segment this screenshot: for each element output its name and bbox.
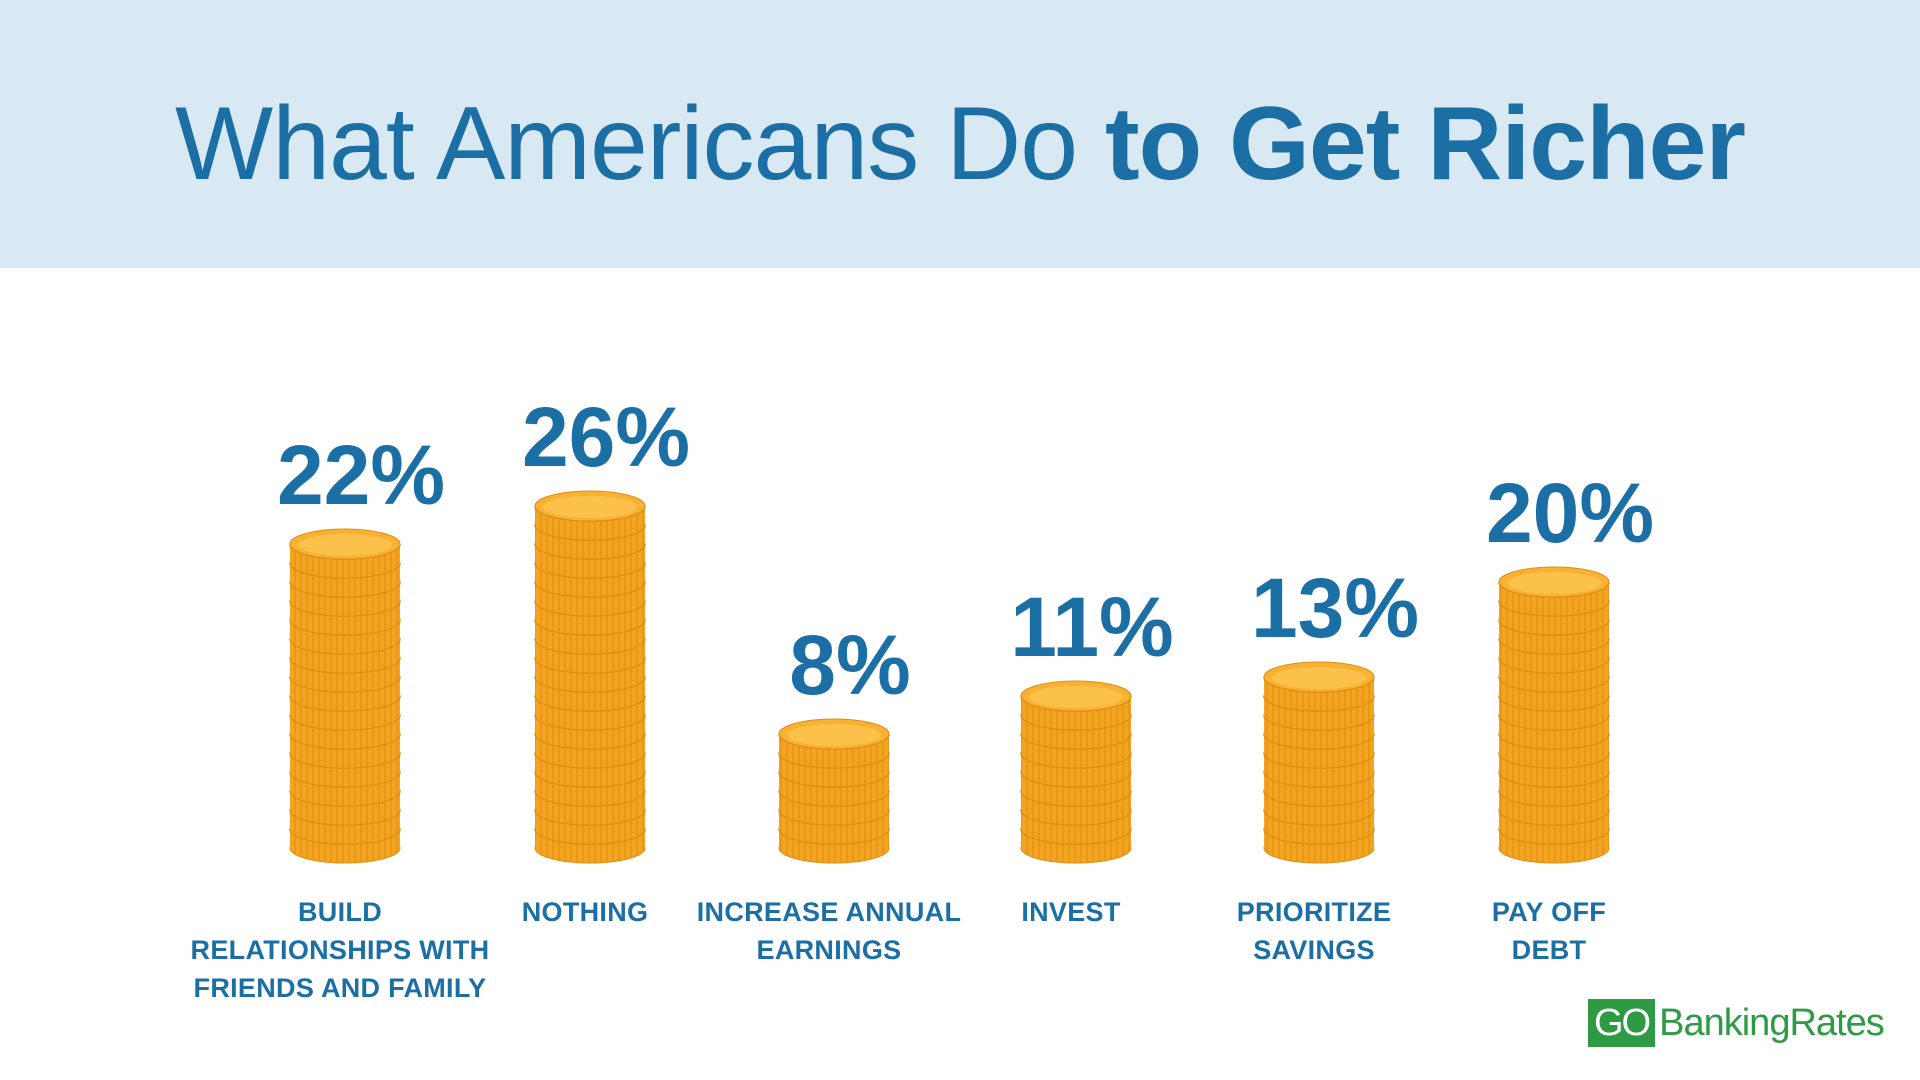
category-label-line: EARNINGS <box>756 935 902 965</box>
title-light: What Americans Do <box>175 86 1105 202</box>
category-label-line: PRIORITIZE <box>1236 897 1392 927</box>
logo-bankingrates: BankingRates <box>1659 1001 1885 1044</box>
category-label-line: NOTHING <box>521 897 649 927</box>
category-label: INCREASE ANNUAL EARNINGS <box>679 893 979 969</box>
value-label: 26% <box>522 390 690 484</box>
logo-go: GO <box>1588 999 1656 1047</box>
value-label: 20% <box>1486 466 1654 560</box>
header-banner: What Americans Do to Get Richer <box>0 0 1920 268</box>
category-label-line: INCREASE ANNUAL <box>696 897 962 927</box>
category-label-line: PAY OFF <box>1491 897 1607 927</box>
coin-stack-bar <box>1020 680 1132 864</box>
value-label: 11% <box>1010 580 1174 674</box>
category-label: NOTHING <box>435 893 735 931</box>
category-label: PAY OFF DEBT <box>1399 893 1699 969</box>
category-label: BUILD RELATIONSHIPS WITH FRIENDS AND FAMIL… <box>190 893 490 1007</box>
chart-title: What Americans Do to Get Richer <box>175 92 1746 196</box>
value-label: 22% <box>277 428 445 522</box>
category-label: PRIORITIZE SAVINGS <box>1164 893 1464 969</box>
category-label: INVEST <box>921 893 1221 931</box>
gobankingrates-logo: GO BankingRates <box>1588 999 1885 1047</box>
category-label-line: DEBT <box>1511 935 1587 965</box>
coin-stack-bar <box>289 528 401 864</box>
coin-stack-bar <box>534 490 646 864</box>
category-label-line: BUILD <box>298 897 382 927</box>
category-label-line: FRIENDS AND FAMILY <box>193 973 487 1003</box>
category-label-line: INVEST <box>1021 897 1121 927</box>
category-label-line: SAVINGS <box>1253 935 1375 965</box>
title-bold: to Get Richer <box>1104 86 1746 202</box>
value-label: 13% <box>1251 561 1419 655</box>
coin-stack-bar <box>1263 661 1375 864</box>
category-label-line: RELATIONSHIPS WITH <box>190 935 490 965</box>
coin-stack-bar <box>1498 566 1610 864</box>
coin-stack-bar <box>778 718 890 864</box>
value-label: 8% <box>789 618 910 712</box>
